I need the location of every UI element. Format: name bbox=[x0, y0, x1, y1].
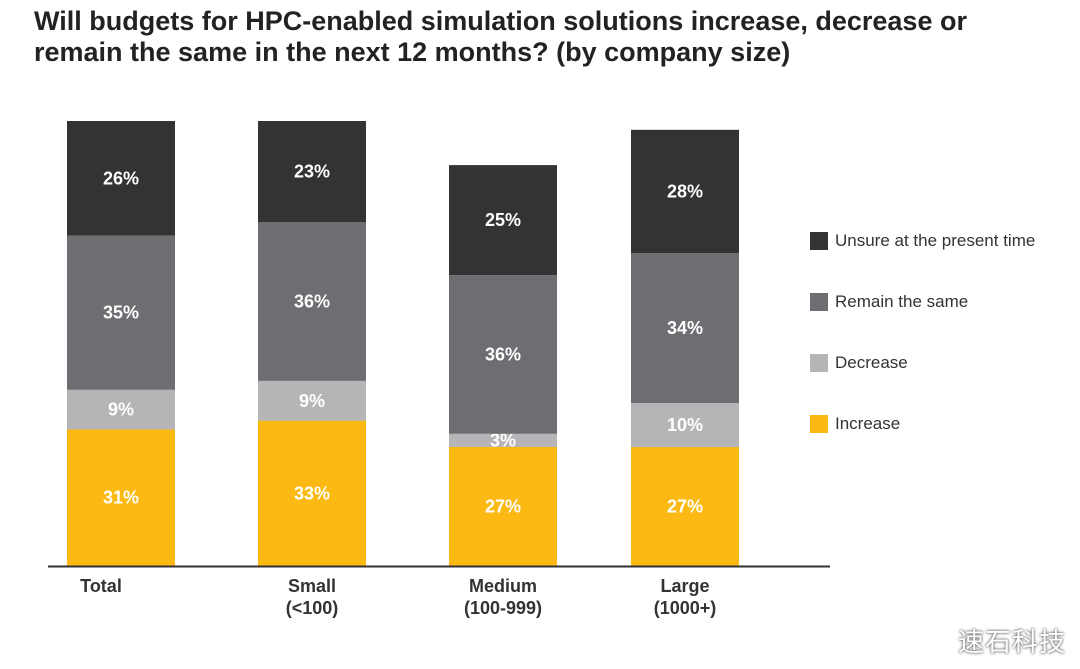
bar-segment-small-decrease bbox=[258, 381, 366, 421]
x-tick-label-line: (<100) bbox=[286, 598, 339, 618]
bar-segment-total-remain-the-same bbox=[67, 235, 175, 390]
data-label-large-unsure-at-the-present-time: 28% bbox=[667, 182, 703, 202]
bar-segment-large-increase bbox=[631, 447, 739, 566]
chart-title-line-2: remain the same in the next 12 months? (… bbox=[34, 37, 791, 67]
data-label-total-remain-the-same: 35% bbox=[103, 303, 139, 323]
bar-segment-large-unsure-at-the-present-time bbox=[631, 129, 739, 254]
bar-segment-large-decrease bbox=[631, 403, 739, 448]
x-tick-label-line: Total bbox=[80, 576, 122, 596]
x-tick-label-large: Large (1000+) bbox=[654, 576, 717, 618]
bar-segment-large-remain-the-same bbox=[631, 253, 739, 403]
chart-title: Will budgets for HPC-enabled simulation … bbox=[34, 6, 1034, 68]
chart-title-line-1: Will budgets for HPC-enabled simulation … bbox=[34, 6, 967, 36]
legend-label: Unsure at the present time bbox=[835, 230, 1036, 250]
x-tick-label-line: Medium bbox=[469, 576, 537, 596]
data-label-total-decrease: 9% bbox=[108, 400, 134, 420]
x-tick-label-line: Small bbox=[288, 576, 336, 596]
bar-segment-medium-increase bbox=[449, 447, 557, 566]
bar-segment-total-increase bbox=[67, 429, 175, 566]
watermark: 速石科技 bbox=[957, 628, 1066, 658]
bar-segment-total-unsure-at-the-present-time bbox=[67, 121, 175, 236]
data-label-medium-unsure-at-the-present-time: 25% bbox=[485, 210, 521, 230]
x-tick-label-total: Total bbox=[80, 576, 122, 596]
x-tick-label-medium: Medium (100-999) bbox=[464, 576, 542, 618]
legend-swatch bbox=[810, 231, 828, 250]
x-tick-label-line: (100-999) bbox=[464, 598, 542, 618]
legend-item-remain-the-same: Remain the same bbox=[810, 271, 1070, 332]
x-tick-label-line: (1000+) bbox=[654, 598, 717, 618]
legend-swatch bbox=[810, 353, 828, 372]
data-label-small-remain-the-same: 36% bbox=[294, 292, 330, 312]
bar-segment-small-increase bbox=[258, 420, 366, 566]
bar-segment-total-decrease bbox=[67, 389, 175, 430]
data-label-medium-increase: 27% bbox=[485, 497, 521, 517]
data-label-small-unsure-at-the-present-time: 23% bbox=[294, 162, 330, 182]
bar-segment-small-unsure-at-the-present-time bbox=[258, 121, 366, 223]
legend-item-increase: Increase bbox=[810, 393, 1070, 454]
data-label-large-remain-the-same: 34% bbox=[667, 318, 703, 338]
data-label-total-increase: 31% bbox=[103, 488, 139, 508]
legend-label: Increase bbox=[835, 413, 901, 433]
legend-item-decrease: Decrease bbox=[810, 332, 1070, 393]
chart-legend: Unsure at the present time Remain the sam… bbox=[810, 210, 1070, 454]
data-label-small-increase: 33% bbox=[294, 483, 330, 503]
bar-segment-medium-unsure-at-the-present-time bbox=[449, 165, 557, 276]
bar-segment-medium-decrease bbox=[449, 433, 557, 447]
legend-item-unsure-at-the-present-time: Unsure at the present time bbox=[810, 210, 1070, 271]
data-label-medium-decrease: 3% bbox=[490, 430, 516, 450]
bar-segment-medium-remain-the-same bbox=[449, 275, 557, 434]
legend-swatch bbox=[810, 292, 828, 311]
bar-segment-small-remain-the-same bbox=[258, 222, 366, 381]
data-label-total-unsure-at-the-present-time: 26% bbox=[103, 168, 139, 188]
legend-label: Remain the same bbox=[835, 291, 969, 311]
data-label-medium-remain-the-same: 36% bbox=[485, 345, 521, 365]
x-tick-label-small: Small (<100) bbox=[286, 576, 339, 618]
legend-label: Decrease bbox=[835, 352, 908, 372]
data-label-large-decrease: 10% bbox=[667, 415, 703, 435]
x-tick-label-line: Large bbox=[660, 576, 709, 596]
data-label-small-decrease: 9% bbox=[299, 391, 325, 411]
data-label-large-increase: 27% bbox=[667, 497, 703, 517]
legend-swatch bbox=[810, 414, 828, 433]
